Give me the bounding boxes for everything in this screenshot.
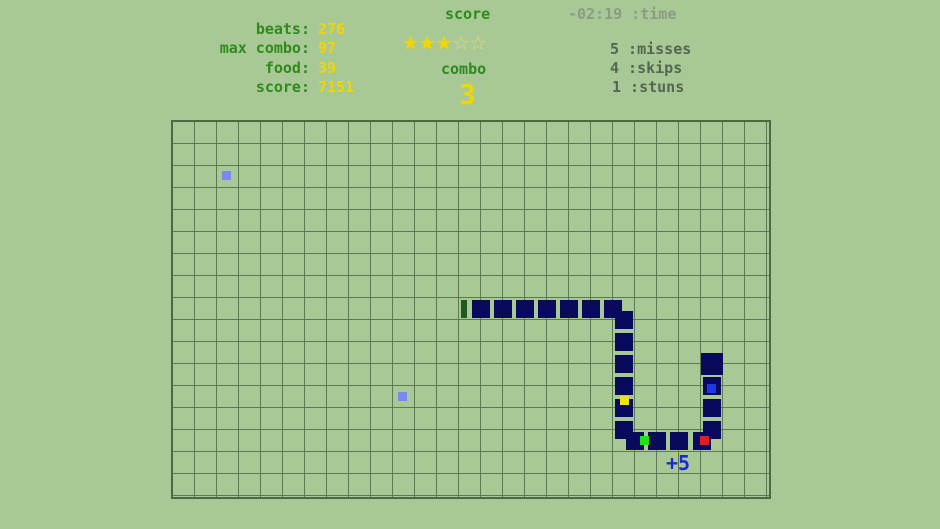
snake-segment: [615, 355, 633, 373]
stat-label: score:: [255, 78, 310, 96]
snake-tail: [461, 300, 467, 318]
combo-label: combo: [441, 60, 487, 78]
stat-value: 39: [318, 59, 337, 77]
star-empty-icon: ☆: [469, 24, 487, 57]
beat-marker-yellow: [620, 396, 629, 405]
game-board: [171, 120, 771, 499]
stat-row: score:: [256, 78, 310, 96]
stat-label: beats:: [255, 20, 310, 38]
snake-segment: [615, 377, 633, 395]
snake-segment: [538, 300, 556, 318]
beat-marker-blue: [707, 384, 716, 393]
snake-segment: [670, 432, 688, 450]
skips-count: 4 :skips: [610, 59, 683, 77]
beat-marker-red: [700, 436, 709, 445]
stat-value: 97: [318, 39, 337, 57]
stat-value: 7151: [318, 78, 355, 96]
snake-segment: [615, 333, 633, 351]
beat-marker-green: [640, 436, 649, 445]
star-filled-icon: ★: [418, 24, 436, 57]
snake-segment: [516, 300, 534, 318]
star-filled-icon: ★: [402, 24, 419, 57]
stat-row: max combo:: [220, 39, 310, 57]
stat-label: max combo:: [219, 39, 310, 57]
snake-segment: [582, 300, 600, 318]
snake-segment: [648, 432, 666, 450]
snake-segment: [703, 399, 721, 417]
snake-segment: [494, 300, 512, 318]
snake-segment: [626, 432, 644, 450]
snake-segment: [703, 421, 721, 439]
snake-segment: [615, 311, 633, 329]
score-label: score: [445, 5, 491, 23]
snake-segment: [560, 300, 578, 318]
score-popup: +5: [666, 451, 691, 475]
time-readout: -02:19 :time: [568, 5, 677, 23]
stat-value: 276: [318, 20, 346, 38]
misses-count: 5 :misses: [610, 40, 692, 58]
snake-segment: [472, 300, 490, 318]
combo-value: 3: [459, 78, 476, 111]
star-filled-icon: ★: [435, 24, 453, 57]
star-empty-icon: ☆: [452, 24, 470, 57]
stat-row: beats:: [256, 20, 310, 38]
food-blue-square-icon: [398, 392, 407, 401]
stat-label: food:: [264, 59, 310, 77]
star-rating: ★ ★ ★ ☆ ☆: [402, 27, 486, 55]
stat-row: food:: [265, 59, 310, 77]
food-blue-square-icon: [222, 171, 231, 180]
snake-head: [701, 353, 723, 375]
stuns-count: 1 :stuns: [612, 78, 685, 96]
